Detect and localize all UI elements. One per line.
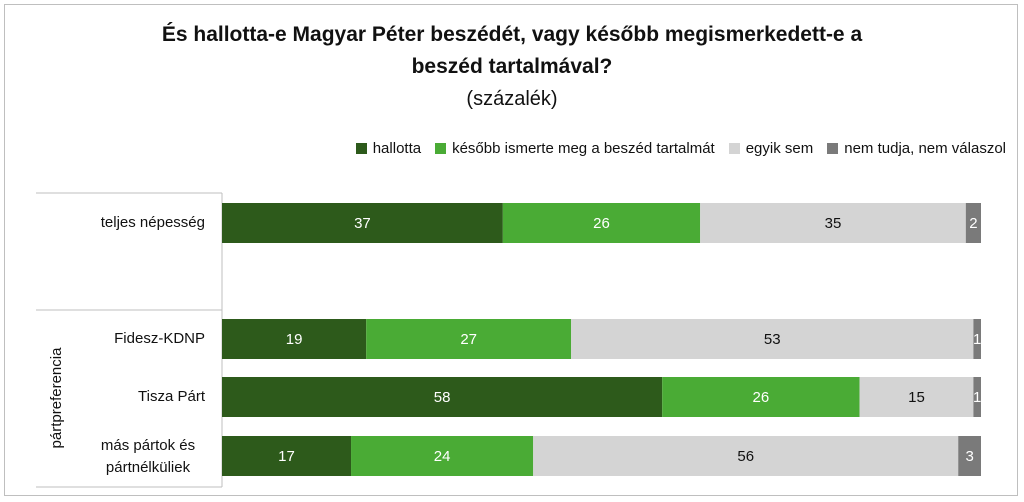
data-label: 17 [278,448,295,465]
category-label: teljes népesség [101,214,205,231]
data-label: 26 [753,389,770,406]
category-label: Fidesz-KDNP [114,330,205,347]
legend-label: később ismerte meg a beszéd tartalmát [452,140,715,157]
data-label: 2 [969,215,977,232]
legend-swatch [827,143,839,154]
chart-subtitle: (százalék) [466,88,558,110]
data-label: 24 [434,448,451,465]
bar-segment [366,319,572,359]
data-label: 27 [460,331,477,348]
legend-item-nem-tudja: nem tudja, nem válaszol [827,140,1006,157]
data-label: 15 [908,389,925,406]
data-label: 3 [965,448,973,465]
data-label: 19 [286,331,303,348]
group-label-partpreferencia: pártpreferencia [48,347,65,449]
chart-title-line-2: beszéd tartalmával? [411,55,613,78]
bar-segment [222,203,503,243]
chart-title-line-1: És hallotta-e Magyar Péter beszédét, vag… [161,23,863,46]
category-label: Tisza Párt [138,388,206,405]
bar-segment [859,377,974,417]
legend-swatch [435,143,447,154]
data-label: 1 [973,331,981,348]
legend-swatch [355,143,367,154]
bar-segment [662,377,860,417]
bar-segment [571,319,974,359]
data-label: 35 [825,215,842,232]
bar-segment [222,319,367,359]
bar-segment [502,203,701,243]
chart-legend: hallotta később ismerte meg a beszéd tar… [355,140,1006,157]
data-label: 26 [593,215,610,232]
bar-segment [965,203,981,243]
legend-label: hallotta [372,140,422,157]
legend-label: egyik sem [745,140,814,157]
category-label: más pártok és [101,437,195,454]
bar-segment [958,436,981,476]
legend-swatch [728,143,740,154]
bar-segment [351,436,534,476]
bar-segment [222,436,352,476]
data-label: 56 [737,448,754,465]
data-label: 1 [973,389,981,406]
legend-item-kesobb: később ismerte meg a beszéd tartalmát [435,140,715,157]
data-label: 37 [354,215,371,232]
legend-item-egyik-sem: egyik sem [728,140,814,157]
data-label: 53 [764,331,781,348]
legend-label: nem tudja, nem válaszol [844,140,1006,157]
bar-segment [700,203,966,243]
bar-segment [222,377,663,417]
bar-segment [533,436,959,476]
bar-segment [973,319,981,359]
category-label: pártnélküliek [106,459,191,476]
legend-item-hallotta: hallotta [355,140,422,157]
bar-segment [973,377,981,417]
data-label: 58 [434,389,451,406]
